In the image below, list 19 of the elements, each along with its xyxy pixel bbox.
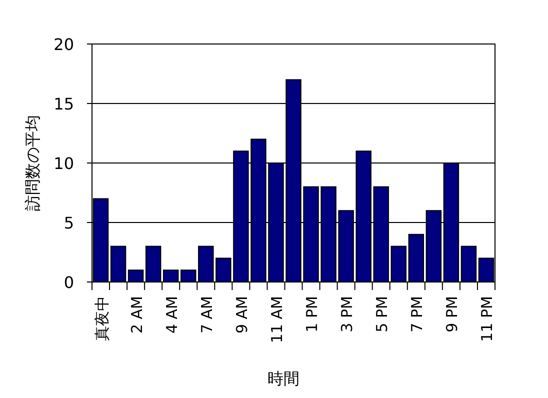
- x-tick-label: 4 AM: [162, 296, 181, 334]
- y-tick-label: 0: [64, 273, 74, 292]
- x-tick-label: 5 PM: [373, 296, 392, 332]
- y-tick-label: 10: [54, 154, 74, 173]
- y-axis-title: 訪問数の平均: [23, 115, 42, 211]
- x-tick-label: 真夜中: [92, 296, 111, 341]
- x-tick-label: 2 AM: [128, 296, 146, 334]
- x-axis-title: 時間: [268, 369, 300, 388]
- y-tick-label: 20: [54, 35, 74, 54]
- y-tick-label: 5: [64, 214, 74, 232]
- x-tick-label: 1 PM: [303, 296, 322, 332]
- x-tick-label: 9 PM: [443, 296, 462, 332]
- x-tick-label: 7 AM: [198, 296, 216, 334]
- x-tick-label: 3 PM: [338, 296, 356, 332]
- x-tick-label: 11 AM: [268, 296, 286, 344]
- x-tick-label: 9 AM: [232, 296, 251, 334]
- x-tick-label: 11 PM: [478, 296, 496, 342]
- x-tick-label: 7 PM: [408, 296, 426, 332]
- y-tick-label: 15: [54, 94, 74, 114]
